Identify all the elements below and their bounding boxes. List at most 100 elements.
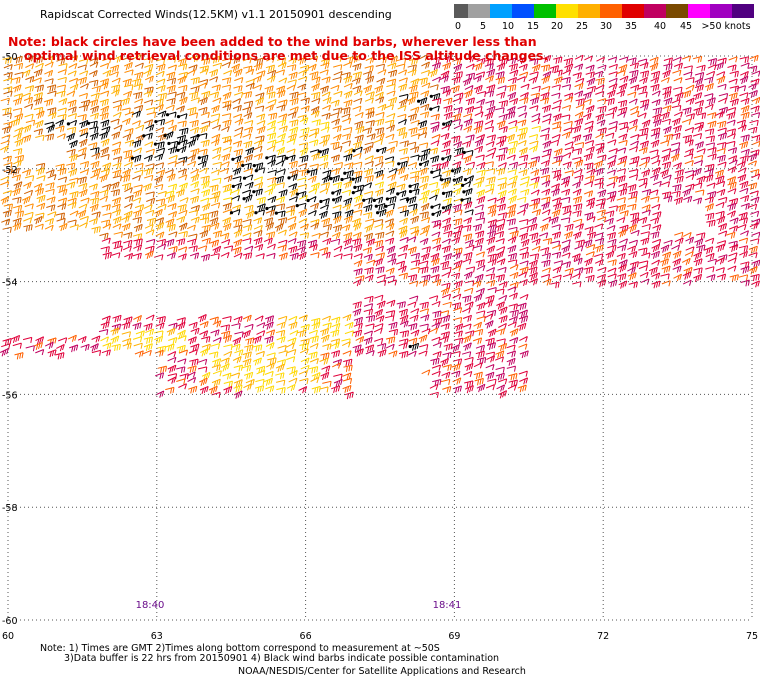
wind-barb bbox=[309, 139, 319, 147]
wind-barb bbox=[123, 239, 133, 247]
wind-barb bbox=[551, 133, 561, 141]
wind-barb bbox=[253, 237, 263, 246]
contamination-circle bbox=[408, 344, 412, 349]
wind-barb bbox=[531, 125, 541, 132]
wind-barb bbox=[102, 162, 112, 171]
wind-barb bbox=[220, 232, 230, 240]
wind-barb bbox=[0, 196, 10, 205]
wind-barb bbox=[111, 89, 120, 97]
wind-barb bbox=[718, 97, 727, 104]
wind-barb bbox=[663, 63, 673, 71]
wind-barb bbox=[232, 356, 242, 364]
wind-barb bbox=[473, 328, 484, 336]
wind-barb bbox=[454, 175, 463, 185]
wind-barb bbox=[154, 254, 164, 261]
wind-barb bbox=[320, 371, 330, 381]
wind-barb bbox=[69, 224, 79, 231]
wind-barb bbox=[156, 238, 166, 246]
wind-barb bbox=[375, 91, 384, 99]
wind-barb bbox=[352, 141, 362, 149]
wind-barb bbox=[311, 321, 321, 330]
wind-barb bbox=[278, 113, 288, 121]
wind-barb bbox=[211, 364, 221, 372]
wind-barb bbox=[487, 209, 497, 218]
wind-barb bbox=[155, 322, 165, 330]
wind-barb bbox=[364, 295, 374, 303]
wind-barb bbox=[451, 76, 461, 85]
wind-barb bbox=[322, 237, 332, 245]
wind-barb bbox=[497, 212, 508, 219]
wind-barb bbox=[289, 106, 299, 114]
wind-barb bbox=[419, 308, 429, 315]
wind-barb bbox=[223, 174, 233, 183]
wind-barb bbox=[692, 133, 703, 140]
wind-barb bbox=[66, 148, 76, 156]
wind-barb bbox=[531, 197, 541, 206]
wind-barb bbox=[176, 321, 186, 331]
wind-barb bbox=[23, 224, 33, 232]
wind-barb bbox=[233, 85, 243, 92]
wind-barb bbox=[322, 315, 331, 322]
wind-barb bbox=[674, 92, 684, 101]
wind-barb bbox=[484, 300, 494, 308]
wind-barb bbox=[739, 250, 748, 258]
wind-barb bbox=[330, 175, 340, 183]
wind-barb bbox=[572, 125, 582, 134]
wind-barb bbox=[507, 169, 517, 176]
wind-barb bbox=[332, 76, 342, 83]
wind-barb bbox=[485, 168, 496, 175]
wind-barb bbox=[179, 197, 189, 204]
wind-barb bbox=[201, 189, 211, 197]
wind-barb bbox=[650, 132, 660, 140]
wind-barb bbox=[363, 212, 373, 219]
wind-barb bbox=[671, 132, 681, 140]
wind-barb bbox=[661, 148, 672, 155]
wind-barb bbox=[56, 84, 66, 91]
wind-barb bbox=[616, 197, 626, 204]
wind-barb bbox=[176, 159, 186, 167]
wind-barb bbox=[463, 188, 473, 197]
wind-barb bbox=[67, 334, 77, 342]
wind-barb bbox=[47, 112, 57, 120]
wind-barb bbox=[451, 118, 461, 125]
wind-barb bbox=[442, 386, 452, 393]
wind-barb bbox=[234, 91, 244, 98]
wind-barb bbox=[102, 223, 112, 230]
wind-barbs-layer bbox=[0, 54, 760, 400]
wind-barb bbox=[144, 174, 154, 181]
wind-barb bbox=[519, 350, 529, 359]
wind-barb bbox=[682, 271, 692, 280]
wind-barb bbox=[212, 153, 221, 161]
wind-barb bbox=[428, 181, 439, 188]
wind-barb bbox=[420, 111, 430, 119]
wind-barb bbox=[485, 183, 495, 191]
wind-barb bbox=[651, 203, 661, 210]
wind-barb bbox=[639, 271, 649, 279]
wind-barb bbox=[507, 91, 517, 101]
wind-barb bbox=[605, 210, 615, 218]
wind-barb bbox=[0, 181, 10, 188]
wind-barb bbox=[585, 71, 595, 79]
wind-barb bbox=[166, 252, 176, 260]
wind-barb bbox=[353, 329, 363, 338]
wind-barb bbox=[661, 181, 671, 188]
wind-barb bbox=[418, 142, 429, 149]
wind-barb bbox=[451, 236, 461, 245]
wind-barb bbox=[661, 153, 671, 163]
wind-barb bbox=[693, 106, 703, 115]
wind-barb bbox=[110, 84, 121, 92]
wind-barb bbox=[748, 203, 758, 210]
wind-barb bbox=[167, 373, 178, 380]
wind-barb bbox=[256, 322, 266, 329]
wind-barb bbox=[432, 279, 442, 287]
wind-barb bbox=[627, 184, 637, 192]
wind-barb bbox=[343, 358, 353, 367]
wind-barb bbox=[540, 92, 550, 100]
wind-barb bbox=[452, 203, 462, 212]
contamination-circle bbox=[86, 121, 91, 125]
wind-barb bbox=[102, 212, 112, 219]
wind-barb bbox=[439, 310, 450, 317]
wind-barb bbox=[443, 97, 453, 105]
wind-barb bbox=[385, 160, 395, 167]
wind-barb bbox=[289, 329, 299, 337]
